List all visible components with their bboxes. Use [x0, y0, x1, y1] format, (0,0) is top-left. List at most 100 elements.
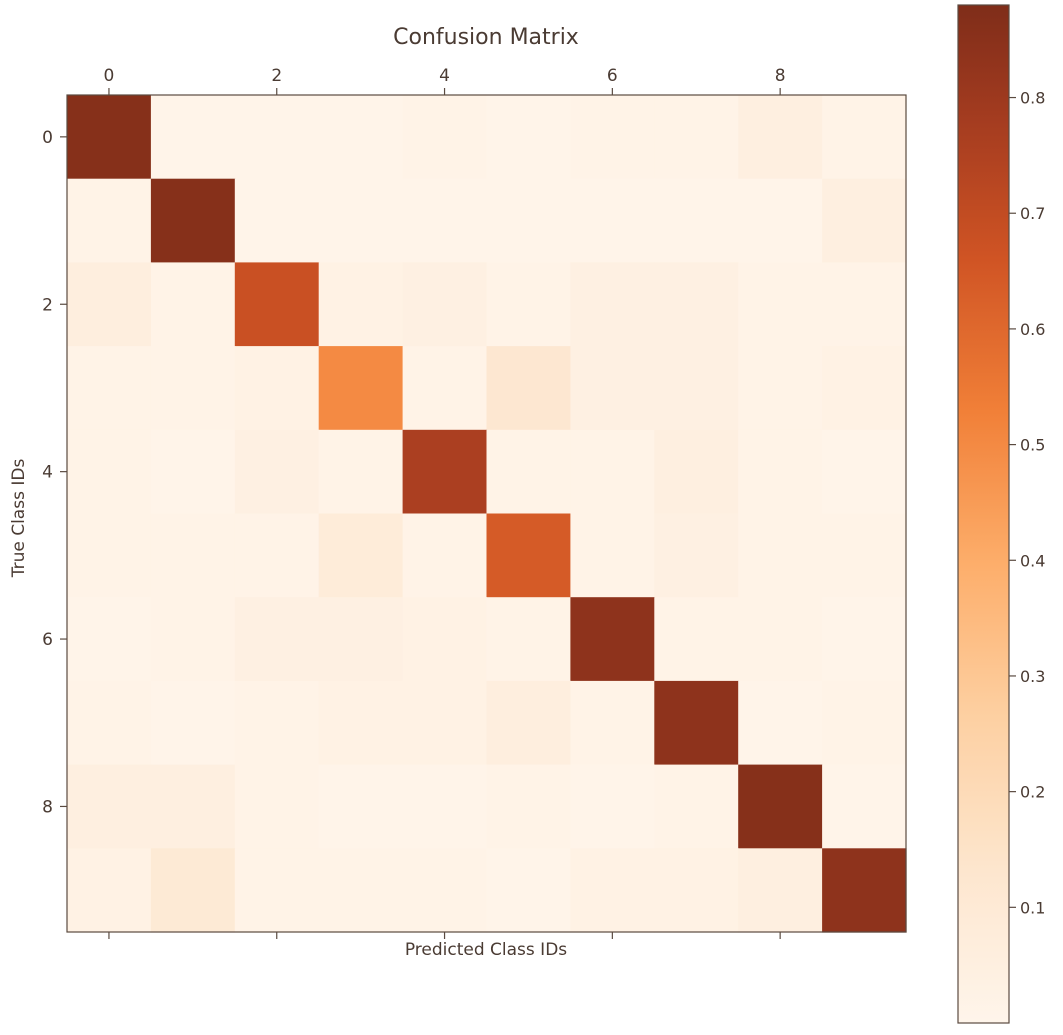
heatmap-cell-r3-c5: [486, 346, 571, 431]
y-axis-ticks: 0 2 4 6 8: [42, 128, 67, 817]
x-axis-ticks: 0 2 4 6 8: [104, 66, 786, 939]
heatmap-cell-r0-c2: [234, 95, 320, 180]
heatmap-cell-r8-c7: [654, 764, 739, 849]
y-tick-label-4: 4: [42, 463, 53, 483]
colorbar-tick-label: 0.1: [1020, 898, 1045, 917]
heatmap-cell-r0-c7: [654, 95, 739, 180]
heatmap-cell-r9-c1: [150, 848, 236, 933]
heatmap-cell-r6-c0: [67, 597, 152, 682]
heatmap-cell-r4-c3: [318, 429, 404, 515]
y-tick-label-2: 2: [42, 295, 53, 315]
heatmap-cell-r4-c8: [738, 429, 823, 515]
heatmap-cell-r7-c4: [402, 680, 488, 766]
heatmap-cell-r4-c6: [570, 429, 655, 515]
heatmap-cell-r1-c0: [67, 178, 152, 263]
heatmap-cell-r2-c7: [654, 262, 739, 347]
heatmap-cell-r3-c3: [318, 346, 404, 431]
heatmap-cell-r1-c1: [150, 178, 236, 263]
colorbar-ticks: 0.1 0.2 0.3 0.4 0.5 0.6 0.7 0.8: [1009, 89, 1045, 917]
heatmap-cell-r6-c7: [654, 597, 739, 682]
heatmap-cell-r9-c3: [318, 848, 404, 933]
heatmap-cell-r3-c6: [570, 346, 655, 431]
x-tick-label-4: 4: [439, 66, 450, 86]
heatmap-cell-r1-c8: [738, 178, 823, 263]
heatmap-cell-r0-c4: [402, 95, 488, 180]
heatmap-cell-r0-c6: [570, 95, 655, 180]
heatmap-cell-r5-c0: [67, 513, 152, 598]
heatmap-cell-r5-c9: [822, 513, 907, 598]
heatmap-cell-r4-c2: [234, 429, 320, 515]
heatmap-cell-r9-c7: [654, 848, 739, 933]
colorbar-tick-label: 0.7: [1020, 204, 1045, 223]
x-tick-label-6: 6: [607, 66, 618, 86]
y-tick-label-6: 6: [42, 630, 53, 650]
heatmap-cell-r3-c4: [402, 346, 488, 431]
colorbar-tick-label: 0.5: [1020, 436, 1045, 455]
chart-title: Confusion Matrix: [393, 25, 579, 50]
heatmap-cell-r6-c8: [738, 597, 823, 682]
heatmap-cell-r2-c6: [570, 262, 655, 347]
heatmap-cell-r8-c4: [402, 764, 488, 849]
heatmap-cell-r7-c1: [150, 680, 236, 766]
x-tick-label-2: 2: [271, 66, 282, 86]
heatmap-cell-r9-c0: [67, 848, 152, 933]
heatmap-cell-r5-c7: [654, 513, 739, 598]
heatmap-cell-r5-c8: [738, 513, 823, 598]
heatmap-cell-r5-c2: [234, 513, 320, 598]
heatmap-cell-r8-c2: [234, 764, 320, 849]
heatmap-cell-r6-c4: [402, 597, 488, 682]
heatmap-cells: [67, 95, 907, 933]
heatmap-cell-r7-c7: [654, 680, 739, 766]
heatmap-cell-r2-c5: [486, 262, 571, 347]
x-axis-label: Predicted Class IDs: [405, 940, 567, 960]
heatmap-cell-r2-c2: [234, 262, 320, 347]
heatmap-cell-r3-c0: [67, 346, 152, 431]
heatmap-cell-r9-c2: [234, 848, 320, 933]
heatmap-cell-r6-c2: [234, 597, 320, 682]
heatmap-cell-r2-c4: [402, 262, 488, 347]
x-tick-label-8: 8: [775, 66, 786, 86]
heatmap-cell-r1-c3: [318, 178, 404, 263]
heatmap-cell-r2-c8: [738, 262, 823, 347]
colorbar-tick-label: 0.2: [1020, 783, 1045, 802]
heatmap-cell-r1-c9: [822, 178, 907, 263]
heatmap-cell-r0-c3: [318, 95, 404, 180]
heatmap-cell-r8-c8: [738, 764, 823, 849]
plot-frame: [66, 94, 907, 933]
heatmap-cell-r6-c6: [570, 597, 655, 682]
heatmap-cell-r2-c9: [822, 262, 907, 347]
heatmap-cell-r3-c8: [738, 346, 823, 431]
heatmap-cell-r2-c3: [318, 262, 404, 347]
colorbar-tick-label: 0.6: [1020, 320, 1045, 339]
heatmap-cell-r8-c1: [150, 764, 236, 849]
heatmap-cell-r6-c3: [318, 597, 404, 682]
heatmap-cell-r7-c8: [738, 680, 823, 766]
heatmap-cell-r1-c5: [486, 178, 571, 263]
heatmap-cell-r3-c9: [822, 346, 907, 431]
heatmap-cell-r7-c2: [234, 680, 320, 766]
colorbar: [957, 4, 1010, 1024]
heatmap-cell-r8-c0: [67, 764, 152, 849]
heatmap-cell-r0-c9: [822, 95, 907, 180]
heatmap-cell-r2-c0: [67, 262, 152, 347]
heatmap-cell-r4-c1: [150, 429, 236, 515]
heatmap-cell-r4-c7: [654, 429, 739, 515]
heatmap-cell-r7-c5: [486, 680, 571, 766]
heatmap-cell-r9-c9: [822, 848, 907, 933]
heatmap-cell-r8-c6: [570, 764, 655, 849]
heatmap-cell-r0-c5: [486, 95, 571, 180]
y-tick-label-8: 8: [42, 797, 53, 817]
heatmap-cell-r1-c7: [654, 178, 739, 263]
heatmap-cell-r6-c1: [150, 597, 236, 682]
heatmap-cell-r7-c9: [822, 680, 907, 766]
heatmap-cell-r5-c6: [570, 513, 655, 598]
heatmap-cell-r0-c1: [150, 95, 236, 180]
heatmap-cell-r2-c1: [150, 262, 236, 347]
heatmap-cell-r4-c0: [67, 429, 152, 515]
heatmap-cell-r1-c6: [570, 178, 655, 263]
heatmap-cell-r9-c6: [570, 848, 655, 933]
y-tick-label-0: 0: [42, 128, 53, 148]
heatmap-cell-r9-c5: [486, 848, 571, 933]
heatmap-cell-r5-c1: [150, 513, 236, 598]
